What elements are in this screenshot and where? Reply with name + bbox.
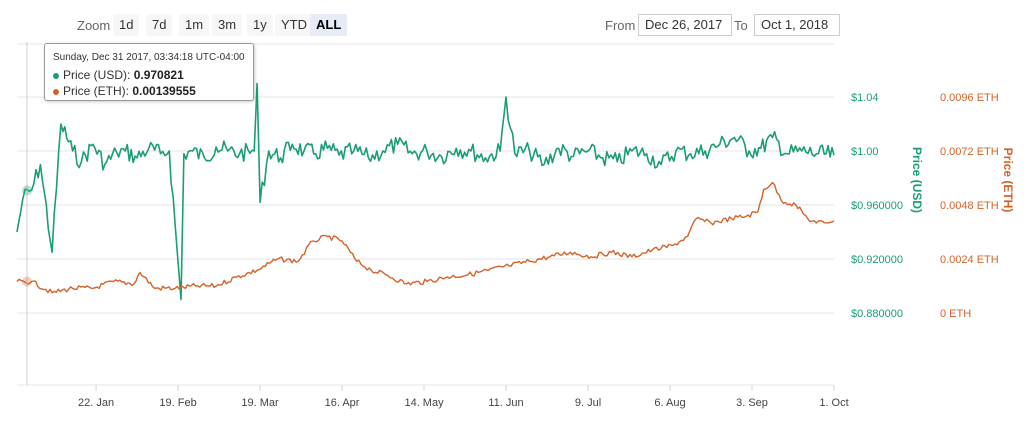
to-date-input[interactable]: Oct 1, 2018	[754, 14, 840, 36]
usd-dot-icon	[53, 72, 59, 79]
usd-tick-label-0: $0.880000	[851, 308, 903, 320]
x-tick-label-4: 14. May	[404, 397, 444, 409]
zoom-label: Zoom	[77, 18, 111, 33]
range-button-1y[interactable]: 1y	[247, 14, 273, 36]
eth-tick-label-4: 0.0096 ETH	[940, 92, 999, 104]
tooltip-usd-value: 0.970821	[133, 68, 184, 82]
x-tick-label-7: 6. Aug	[654, 397, 685, 409]
tooltip-eth-label: Price (ETH):	[63, 84, 129, 98]
x-axis: 22. Jan 19. Feb 19. Mar 16. Apr 14. May 11. J…	[78, 385, 849, 409]
eth-tick-label-3: 0.0072 ETH	[940, 146, 999, 158]
usd-tick-label-4: $1.04	[851, 92, 879, 104]
range-button-7d[interactable]: 7d	[146, 14, 173, 36]
from-date-input[interactable]: Dec 26, 2017	[638, 14, 732, 36]
series-line-eth	[16, 181, 835, 294]
to-label: To	[734, 18, 748, 33]
range-toolbar: Zoom 1d 7d 1m 3m 1y YTD ALL From Dec 26,…	[0, 13, 1024, 39]
hover-marker-eth	[22, 276, 32, 287]
x-tick-label-3: 16. Apr	[325, 397, 360, 409]
eth-axis: 0 ETH 0.0024 ETH 0.0048 ETH 0.0072 ETH 0.009…	[940, 92, 1015, 320]
x-tick-label-5: 11. Jun	[488, 397, 523, 409]
tooltip-eth-value: 0.00139555	[132, 84, 196, 98]
x-tick-label-0: 22. Jan	[78, 397, 114, 409]
usd-tick-label-2: $0.960000	[851, 200, 903, 212]
from-label: From	[605, 18, 636, 33]
usd-tick-label-3: $1.00	[851, 146, 879, 158]
x-tick-label-2: 19. Mar	[241, 397, 279, 409]
series-group	[16, 82, 835, 301]
tooltip-row-eth: Price (ETH): 0.00139555	[53, 84, 196, 98]
x-tick-label-9: 1. Oct	[819, 397, 848, 409]
range-button-1m[interactable]: 1m	[179, 14, 210, 36]
tooltip: Sunday, Dec 31 2017, 03:34:18 UTC-04:00 …	[44, 43, 254, 101]
tooltip-usd-label: Price (USD):	[63, 68, 131, 82]
x-tick-label-1: 19. Feb	[159, 397, 196, 409]
x-tick-label-6: 9. Jul	[575, 397, 601, 409]
usd-axis: $0.880000 $0.920000 $0.960000 $1.00 $1.04 Pri…	[851, 92, 924, 320]
eth-axis-title: Price (ETH)	[1001, 148, 1015, 213]
hover-marker-usd	[22, 185, 32, 196]
eth-tick-label-1: 0.0024 ETH	[940, 254, 999, 266]
eth-dot-icon	[53, 88, 59, 95]
tooltip-row-usd: Price (USD): 0.970821	[53, 68, 184, 82]
eth-tick-label-0: 0 ETH	[940, 308, 971, 320]
range-button-3m[interactable]: 3m	[212, 14, 243, 36]
series-line-usd	[16, 82, 835, 301]
range-button-all[interactable]: ALL	[310, 14, 348, 36]
range-button-1d[interactable]: 1d	[113, 14, 140, 36]
eth-tick-label-2: 0.0048 ETH	[940, 200, 999, 212]
usd-tick-label-1: $0.920000	[851, 254, 903, 266]
usd-axis-title: Price (USD)	[910, 147, 924, 213]
x-tick-label-8: 3. Sep	[736, 397, 768, 409]
range-button-ytd[interactable]: YTD	[275, 14, 313, 36]
tooltip-header: Sunday, Dec 31 2017, 03:34:18 UTC-04:00	[53, 52, 245, 63]
